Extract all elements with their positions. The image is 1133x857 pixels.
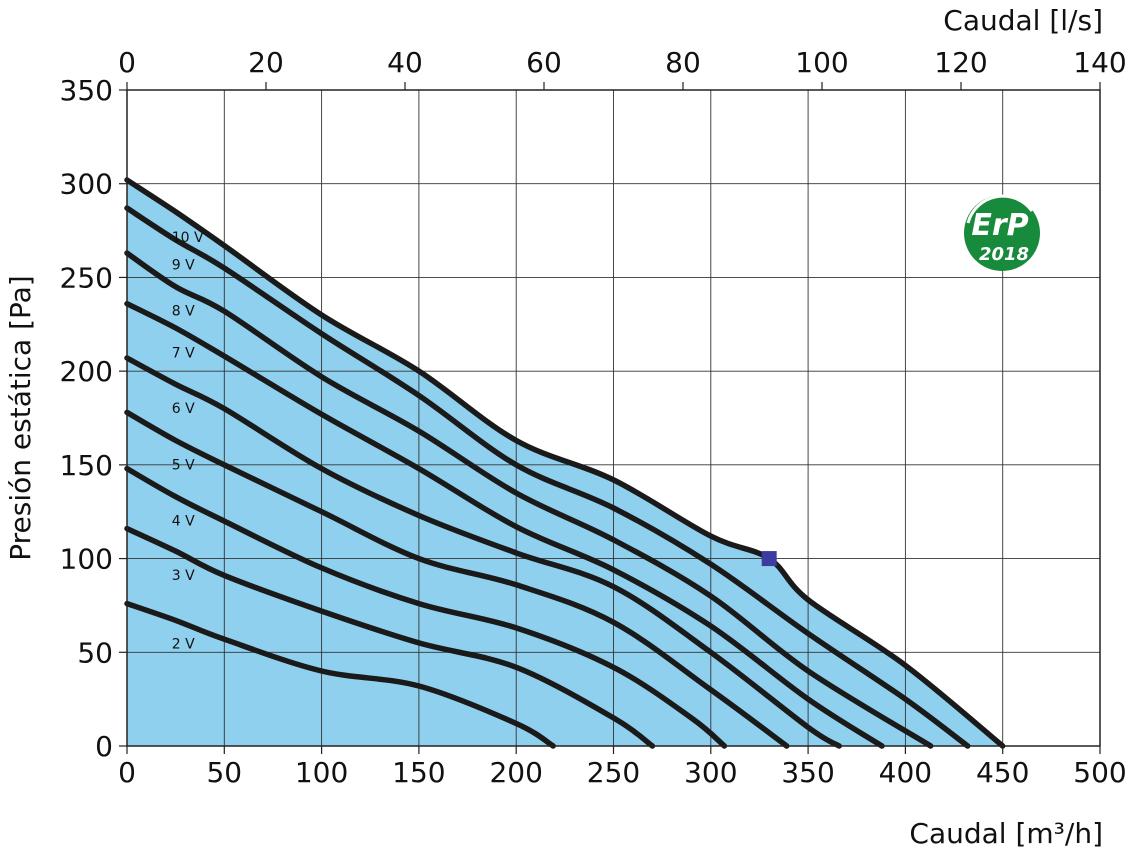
x-axis-title: Caudal [m³/h]	[909, 817, 1103, 850]
x2-tick-label: 100	[795, 46, 848, 79]
nominal-point-marker	[761, 551, 777, 567]
x-tick-label: 0	[118, 756, 136, 789]
curve-label: 7 V	[172, 345, 195, 361]
curve-3v	[124, 525, 656, 749]
y-tick-label: 100	[60, 543, 113, 576]
x-tick-label: 150	[392, 756, 445, 789]
curve-label: 3 V	[172, 568, 195, 584]
x2-axis-ticks: 0 20 40 60 80 100 120 140	[118, 46, 1127, 90]
y-tick-label: 0	[95, 730, 113, 763]
curve-label: 8 V	[172, 304, 195, 320]
curve-label: 9 V	[172, 257, 195, 273]
erp-2018-badge-icon: ErP 2018	[964, 194, 1040, 271]
y-tick-label: 350	[60, 74, 113, 107]
x-tick-label: 400	[879, 756, 932, 789]
curve-9v	[124, 205, 971, 749]
curve-label: 2 V	[172, 637, 195, 653]
x-axis-ticks: 0 50 100 150 200 250 300 350 400 450 500	[118, 746, 1127, 789]
curve-2v	[124, 600, 556, 749]
x2-tick-label: 140	[1073, 46, 1126, 79]
x2-tick-label: 40	[387, 46, 423, 79]
badge-year-text: 2018	[979, 244, 1029, 265]
x-tick-label: 200	[489, 756, 542, 789]
y-tick-label: 150	[60, 449, 113, 482]
curve-label: 4 V	[172, 514, 195, 530]
curve-label: 10 V	[172, 230, 204, 246]
x2-tick-label: 120	[934, 46, 987, 79]
curve-label: 5 V	[172, 457, 195, 473]
x-tick-label: 350	[781, 756, 834, 789]
x2-tick-label: 60	[526, 46, 562, 79]
x2-tick-label: 20	[248, 46, 284, 79]
curve-5v	[124, 409, 790, 749]
x-tick-label: 500	[1073, 756, 1126, 789]
curve-10v	[124, 177, 1006, 749]
curve-7v	[124, 300, 885, 749]
curve-label: 6 V	[172, 401, 195, 417]
x-tick-label: 450	[976, 756, 1029, 789]
y-tick-label: 200	[60, 355, 113, 388]
y-tick-label: 50	[77, 636, 113, 669]
x-tick-label: 100	[295, 756, 348, 789]
badge-erp-text: ErP	[971, 208, 1028, 243]
curve-6v	[124, 355, 842, 749]
y-axis-title: Presión estática [Pa]	[4, 275, 37, 560]
y-tick-label: 250	[60, 261, 113, 294]
y-tick-label: 300	[60, 168, 113, 201]
curve-4v	[124, 465, 728, 749]
fan-curves	[124, 177, 1006, 749]
x2-axis-title: Caudal [l/s]	[943, 4, 1103, 37]
curve-8v	[124, 250, 934, 749]
x-tick-label: 300	[684, 756, 737, 789]
x-tick-label: 50	[206, 756, 242, 789]
y-axis-ticks: 0 50 100 150 200 250 300 350	[60, 74, 127, 763]
x2-tick-label: 0	[118, 46, 136, 79]
x2-tick-label: 80	[665, 46, 701, 79]
curve-labels: 10 V 9 V 8 V 7 V 6 V 5 V 4 V 3 V 2 V	[172, 230, 204, 653]
x-tick-label: 250	[587, 756, 640, 789]
